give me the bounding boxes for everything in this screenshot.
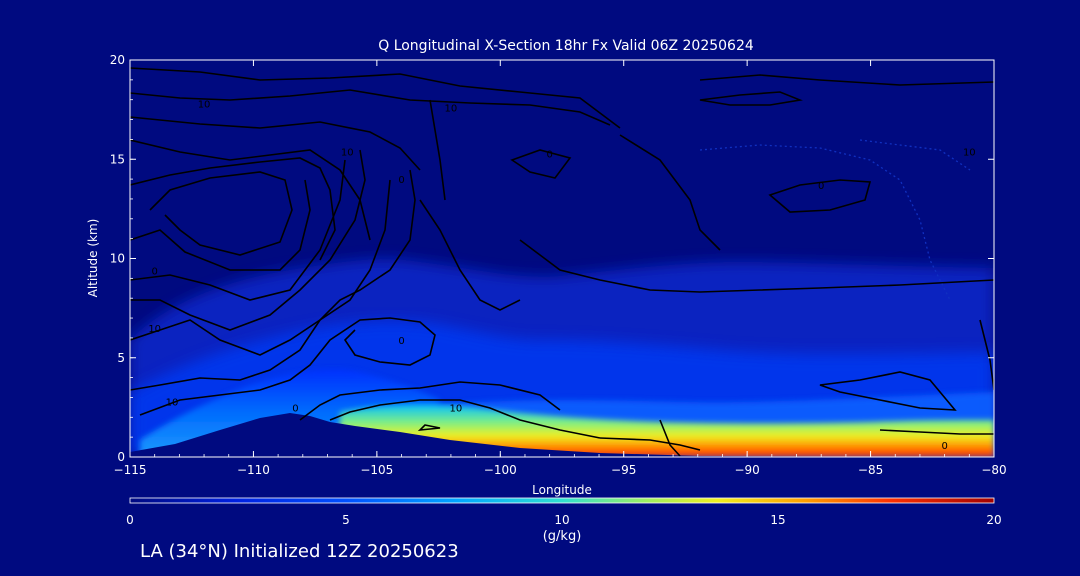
contour-label: 0 bbox=[151, 266, 157, 277]
x-tick-label: −80 bbox=[981, 463, 1006, 477]
contour-lines bbox=[130, 67, 994, 457]
colorbar-tick-label: 0 bbox=[126, 513, 134, 527]
y-axis-label: Altitude (km) bbox=[86, 219, 100, 298]
dotted-contours bbox=[699, 139, 971, 301]
x-tick-label: −110 bbox=[237, 463, 270, 477]
contour-label: 0 bbox=[398, 336, 404, 347]
x-tick-label: −115 bbox=[114, 463, 147, 477]
contour-label: 0 bbox=[941, 441, 947, 452]
moisture-field: 10 10 10 0 0 10 0 0 10 0 10 0 10 0 bbox=[130, 67, 994, 457]
x-tick-label: −100 bbox=[484, 463, 517, 477]
y-tick-label: 15 bbox=[110, 152, 125, 166]
colorbar-tick-label: 10 bbox=[554, 513, 569, 527]
colorbar-gradient bbox=[129, 497, 995, 504]
x-axis-label: Longitude bbox=[532, 483, 592, 497]
x-tick-label: −95 bbox=[611, 463, 636, 477]
contour-label-group: 10 10 10 0 0 10 0 0 10 0 10 0 10 0 bbox=[148, 100, 975, 452]
colorbar-ticks: 0 5 10 15 20 bbox=[126, 513, 1001, 527]
contour-label: 0 bbox=[398, 175, 404, 186]
y-tick-label: 20 bbox=[110, 53, 125, 67]
contour-label: 10 bbox=[963, 147, 976, 158]
contour-label: 10 bbox=[148, 324, 161, 335]
colorbar-tick-label: 20 bbox=[986, 513, 1001, 527]
contour-label: 10 bbox=[449, 403, 462, 414]
x-tick-label: −90 bbox=[734, 463, 759, 477]
contour-label: 10 bbox=[198, 100, 211, 111]
contour-label: 0 bbox=[546, 149, 552, 160]
contour-label: 10 bbox=[166, 397, 179, 408]
y-tick-label: 5 bbox=[117, 351, 125, 365]
terrain bbox=[130, 413, 994, 457]
y-tick-label: 10 bbox=[110, 252, 125, 266]
colorbar-tick-label: 15 bbox=[770, 513, 785, 527]
colorbar-tick-label: 5 bbox=[342, 513, 350, 527]
x-axis: −115 −110 −105 −100 −95 −90 −85 −80 bbox=[114, 60, 1007, 477]
moisture-band bbox=[340, 404, 994, 457]
contour-label: 10 bbox=[445, 104, 458, 115]
colorbar-unit-label: (g/kg) bbox=[543, 529, 582, 544]
contour-label: 0 bbox=[818, 181, 824, 192]
x-tick-label: −85 bbox=[858, 463, 883, 477]
y-tick-label: 0 bbox=[117, 450, 125, 464]
contour-label: 10 bbox=[341, 147, 354, 158]
colorbar: 0 5 10 15 20 (g/kg) bbox=[126, 497, 1002, 544]
y-axis: 0 5 10 15 20 bbox=[110, 53, 994, 464]
plot-area: 10 10 10 0 0 10 0 0 10 0 10 0 10 0 bbox=[129, 59, 995, 458]
footer-caption: LA (34°N) Initialized 12Z 20250623 bbox=[140, 541, 459, 562]
x-tick-label: −105 bbox=[360, 463, 393, 477]
chart-title: Q Longitudinal X-Section 18hr Fx Valid 0… bbox=[378, 38, 754, 54]
contour-label: 0 bbox=[292, 403, 298, 414]
